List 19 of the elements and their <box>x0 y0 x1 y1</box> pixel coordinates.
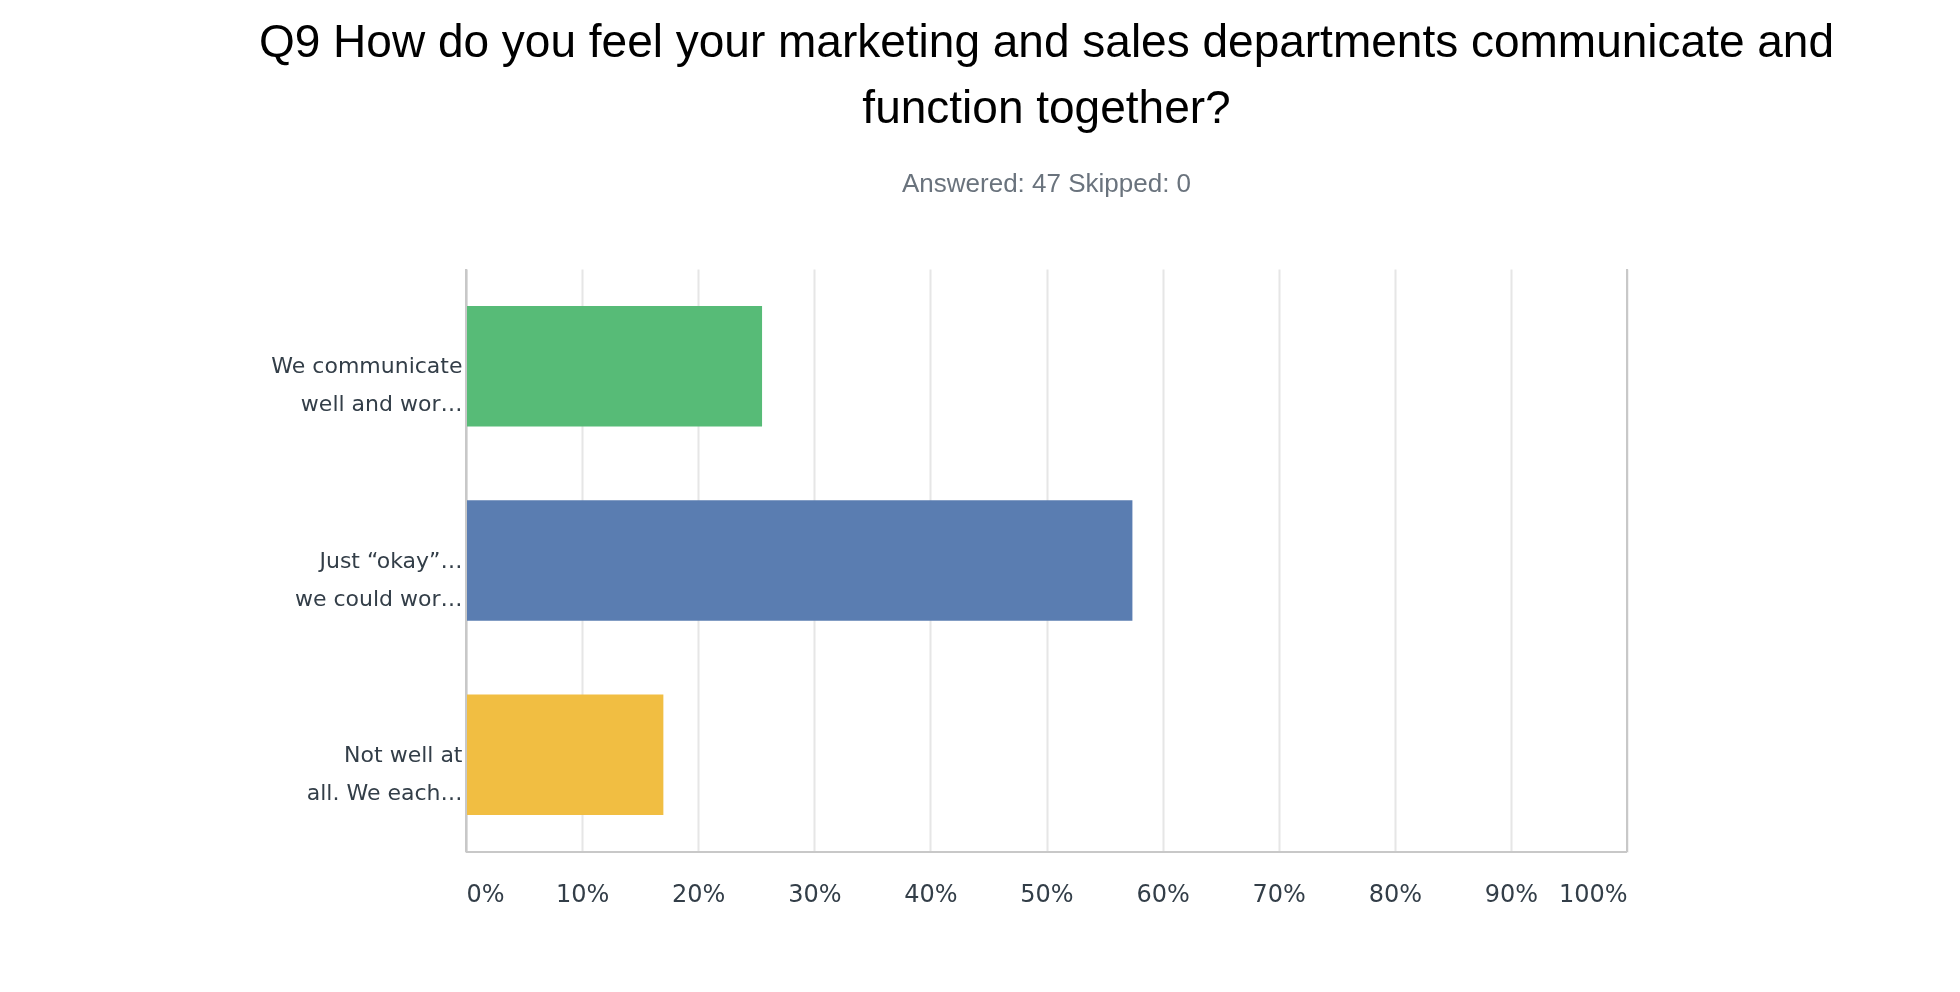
y-tick-label: We communicate well and wor… <box>271 353 463 417</box>
bar <box>466 305 763 427</box>
x-tick-label: 40% <box>904 879 958 908</box>
x-tick-label: 90% <box>1484 879 1539 908</box>
chart-title: Q9 How do you feel your marketing and sales departments communicate and function together? <box>258 15 1835 133</box>
x-tick-label: 20% <box>672 879 726 908</box>
y-tick-label: Not well at all. We each… <box>306 741 463 805</box>
x-tick-label: 100% <box>1558 879 1628 908</box>
chart-subtitle: Answered: 47 Skipped: 0 <box>901 168 1192 198</box>
x-tick-label: 10% <box>555 879 610 908</box>
x-tick-label: 80% <box>1368 879 1422 908</box>
y-tick-label: Just “okay”… we could wor… <box>294 547 463 611</box>
x-tick-label: 60% <box>1136 879 1190 908</box>
x-tick-label: 70% <box>1252 879 1306 908</box>
bar <box>466 694 664 816</box>
x-tick-label: 50% <box>1020 879 1074 908</box>
x-tick-label: 0% <box>466 879 505 908</box>
bar <box>466 500 1133 621</box>
x-tick-label: 30% <box>788 879 842 908</box>
